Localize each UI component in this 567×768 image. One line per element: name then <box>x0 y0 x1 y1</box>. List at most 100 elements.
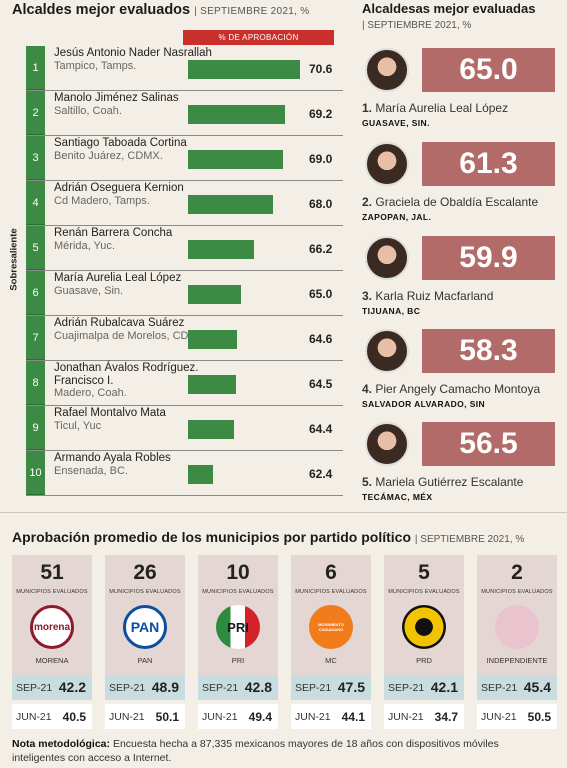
jun-21-value: 50.5 <box>527 710 551 724</box>
party-logo-icon: PAN <box>123 605 167 649</box>
sep-21-value: 42.8 <box>244 679 272 695</box>
approval-value: 64.4 <box>309 421 333 436</box>
alcaldesa-name: 5. Mariela Gutiérrez Escalante <box>362 475 523 489</box>
approval-value: 70.6 <box>309 61 333 76</box>
municipalities-label: MUNICIPIOS EVALUADOS <box>202 589 274 595</box>
approval-bar <box>188 285 241 304</box>
municipalities-count: 26 <box>133 561 157 584</box>
jun-21-value: 49.4 <box>248 710 272 724</box>
sep-21-label: SEP-21 <box>388 682 425 694</box>
mayor-name-text: Manolo Jiménez Salinas <box>54 92 179 104</box>
alcaldesa-city: SALVADOR ALVARADO, SIN <box>362 399 486 409</box>
approval-value: 69.2 <box>309 106 333 121</box>
approval-bar <box>188 105 286 124</box>
mayor-place: Madero, Coah. <box>54 387 127 399</box>
alcaldesa-city: ZAPOPAN, JAL. <box>362 212 432 222</box>
jun-21-label: JUN-21 <box>295 711 331 723</box>
section-divider <box>0 512 567 513</box>
party-logo-icon <box>402 605 446 649</box>
mayor-place: Benito Juárez, CDMX. <box>54 149 163 162</box>
jun-21-row: JUN-21 40.5 <box>12 704 92 729</box>
mayor-name: Adrián Rubalcava Suárez Cuajimalpa de Mor… <box>54 317 214 342</box>
sep-21-value: 42.2 <box>58 679 86 695</box>
alcaldesa-rank: 4. <box>362 382 373 396</box>
jun-21-value: 50.1 <box>155 710 179 724</box>
mayor-name: María Aurelia Leal López Guasave, Sin. <box>54 272 214 297</box>
alcaldesa-name-text: Karla Ruiz Macfarland <box>375 289 494 303</box>
jun-21-label: JUN-21 <box>388 711 424 723</box>
mayor-name-text: Rafael Montalvo Mata <box>54 407 166 419</box>
approval-bar <box>188 420 235 439</box>
mayor-name-text: Jesús Antonio Nader Nasrallah <box>54 47 212 59</box>
approval-score: 65.0 <box>422 48 555 92</box>
alcaldesa-name: 2. Graciela de Obaldía Escalante <box>362 195 538 209</box>
alcaldesa-name-text: María Aurelia Leal López <box>375 101 509 115</box>
rank-number: 7 <box>26 316 45 360</box>
rank-number: 1 <box>26 46 45 90</box>
municipalities-label: MUNICIPIOS EVALUADOS <box>388 589 460 595</box>
rank-row: 6 María Aurelia Leal López Guasave, Sin. 65… <box>26 271 343 316</box>
alcaldes-subtitle: | SEPTIEMBRE 2021, % <box>194 6 310 17</box>
party-card: 5 MUNICIPIOS EVALUADOS PRD SEP-21 42.1 JUN-21… <box>384 555 464 733</box>
approval-bar <box>188 465 214 484</box>
partidos-title-text: Aprobación promedio de los municipios po… <box>12 529 412 545</box>
alcaldesa-rank: 2. <box>362 195 373 209</box>
portrait-photo <box>365 48 409 92</box>
party-name: PRI <box>231 656 245 665</box>
mayor-name-text: Santiago Taboada Cortina <box>54 137 187 149</box>
jun-21-label: JUN-21 <box>481 711 517 723</box>
alcaldesas-title: Alcaldesas mejor evaluadas <box>362 1 536 16</box>
approval-bar <box>188 150 284 169</box>
alcaldesa-city: TIJUANA, BC <box>362 306 421 316</box>
sep-21-row: SEP-21 47.5 <box>291 675 371 700</box>
rank-number: 10 <box>26 451 45 495</box>
approval-bar <box>188 195 273 214</box>
party-name: MC <box>325 656 337 665</box>
rank-row: 1 Jesús Antonio Nader Nasrallah Tampico, T… <box>26 46 343 91</box>
municipalities-label: MUNICIPIOS EVALUADOS <box>109 589 181 595</box>
rank-number: 4 <box>26 181 45 225</box>
sep-21-value: 47.5 <box>337 679 365 695</box>
approval-score: 61.3 <box>422 142 555 186</box>
approval-value: 66.2 <box>309 241 333 256</box>
mayor-name: Jesús Antonio Nader Nasrallah Tampico, Ta… <box>54 47 214 72</box>
jun-21-row: JUN-21 44.1 <box>291 704 371 729</box>
municipalities-count: 10 <box>226 561 250 584</box>
approval-bar <box>188 240 254 259</box>
mayor-place: Guasave, Sin. <box>54 284 124 297</box>
party-card: 10 MUNICIPIOS EVALUADOS PRI PRI SEP-21 42.8 JU… <box>198 555 278 733</box>
rank-number: 5 <box>26 226 45 270</box>
jun-21-value: 40.5 <box>62 710 86 724</box>
party-name: INDEPENDIENTE <box>486 656 548 665</box>
alcaldes-title-text: Alcaldes mejor evaluados <box>12 2 191 18</box>
rank-number: 6 <box>26 271 45 315</box>
municipalities-count: 2 <box>511 561 523 584</box>
mayor-name: Rafael Montalvo Mata Ticul, Yuc <box>54 407 214 432</box>
mayor-place: Cuajimalpa de Morelos, CDMX. <box>54 329 209 342</box>
methodology-note: Nota metodológica: Encuesta hecha a 87,3… <box>12 738 552 765</box>
rank-row: 9 Rafael Montalvo Mata Ticul, Yuc 64.4 <box>26 406 343 451</box>
approval-score: 59.9 <box>422 236 555 280</box>
rank-row: 3 Santiago Taboada Cortina Benito Juárez, … <box>26 136 343 181</box>
jun-21-label: JUN-21 <box>202 711 238 723</box>
rank-row: 7 Adrián Rubalcava Suárez Cuajimalpa de Mo… <box>26 316 343 361</box>
municipalities-count: 5 <box>418 561 430 584</box>
alcaldesas-subtitle: | SEPTIEMBRE 2021, % <box>362 20 472 31</box>
portrait-photo <box>365 236 409 280</box>
alcaldesa-name-text: Pier Angely Camacho Montoya <box>375 382 541 396</box>
municipalities-label: MUNICIPIOS EVALUADOS <box>295 589 367 595</box>
party-card: 26 MUNICIPIOS EVALUADOS PAN PAN SEP-21 48.9 JU… <box>105 555 185 733</box>
mayor-place: Cd Madero, Tamps. <box>54 194 150 207</box>
mayor-name-text: Adrián Rubalcava Suárez <box>54 317 185 329</box>
mayor-name: Armando Ayala Robles Ensenada, BC. <box>54 452 214 477</box>
sep-21-label: SEP-21 <box>109 682 146 694</box>
side-label-text: Sobresaliente <box>8 228 20 291</box>
methodology-text: Encuesta hecha a 87,335 mexicanos mayore… <box>12 738 499 764</box>
jun-21-row: JUN-21 50.1 <box>105 704 185 729</box>
mayor-place: Saltillo, Coah. <box>54 104 122 117</box>
municipalities-label: MUNICIPIOS EVALUADOS <box>481 589 553 595</box>
rank-row: 8 Jonathan Ávalos Rodríguez. Francisco I.… <box>26 361 343 406</box>
mayor-name: Adrián Oseguera Kernion Cd Madero, Tamps. <box>54 182 214 207</box>
sep-21-row: SEP-21 42.8 <box>198 675 278 700</box>
jun-21-value: 34.7 <box>434 710 458 724</box>
